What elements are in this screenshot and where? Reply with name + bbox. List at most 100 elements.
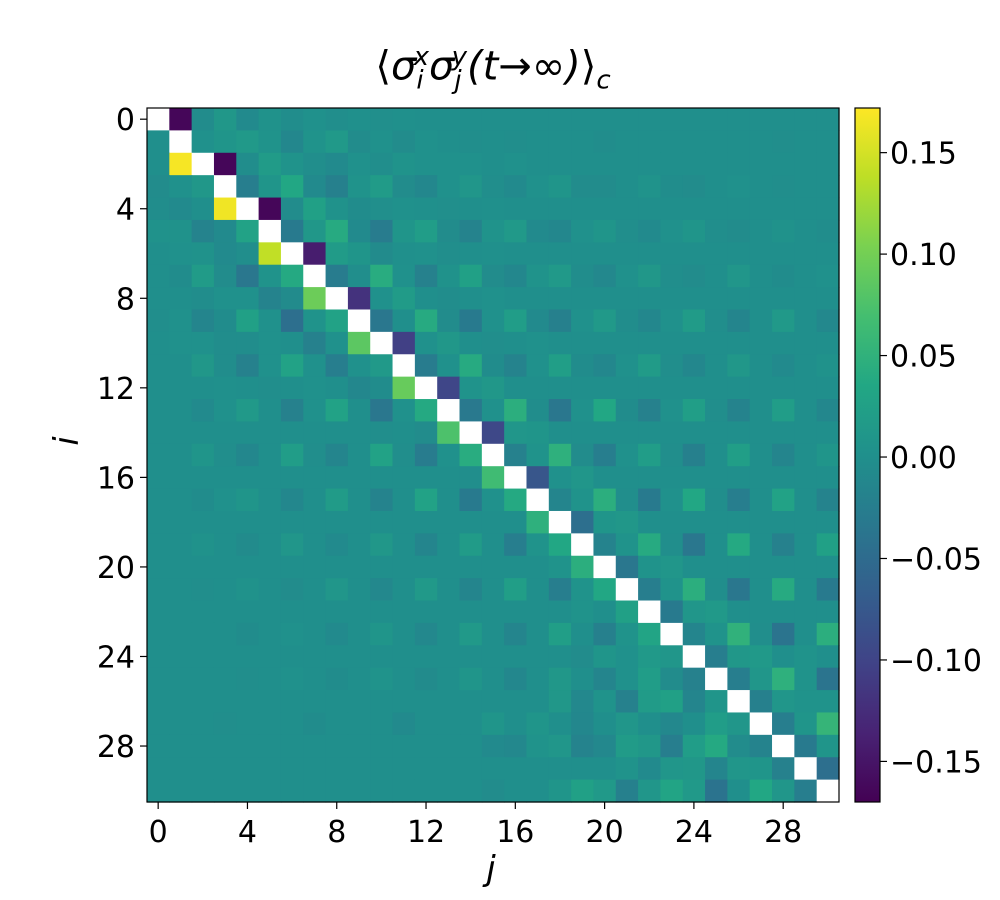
- heatmap-cell: [481, 510, 505, 534]
- heatmap-cell: [705, 331, 728, 355]
- heatmap-cell: [526, 533, 550, 557]
- heatmap-cell: [213, 130, 237, 154]
- heatmap-cell: [794, 690, 818, 714]
- heatmap-cell: [437, 734, 461, 758]
- heatmap-cell: [548, 645, 572, 669]
- heatmap-cell: [213, 219, 237, 243]
- heatmap-cell: [794, 622, 818, 646]
- heatmap-cell: [749, 399, 773, 423]
- heatmap-cell: [660, 645, 684, 669]
- heatmap-cell: [727, 734, 751, 758]
- heatmap-cell: [213, 309, 237, 333]
- heatmap-cell: [414, 466, 438, 490]
- heatmap-cell: [392, 242, 416, 266]
- heatmap-cell: [280, 421, 304, 445]
- heatmap-cell: [347, 264, 371, 288]
- heatmap-cell: [526, 242, 550, 266]
- heatmap-cell: [280, 533, 304, 557]
- heatmap-cell: [660, 287, 684, 311]
- heatmap-cell: [437, 667, 461, 691]
- heatmap-cell: [370, 309, 394, 333]
- heatmap-cell: [571, 443, 595, 467]
- heatmap-cell: [615, 130, 639, 154]
- heatmap-cell: [660, 175, 684, 199]
- heatmap-cell: [258, 510, 282, 534]
- heatmap-cell: [571, 779, 595, 803]
- heatmap-cell: [772, 600, 795, 624]
- heatmap-cell: [638, 287, 662, 311]
- heatmap-cell: [749, 287, 773, 311]
- heatmap-cell: [638, 130, 662, 154]
- heatmap-cell: [392, 645, 416, 669]
- heatmap-cell: [370, 645, 394, 669]
- heatmap-cell: [481, 734, 505, 758]
- heatmap-cell: [660, 108, 684, 131]
- heatmap-cell: [794, 443, 818, 467]
- heatmap-cell: [548, 510, 572, 534]
- heatmap-cell: [526, 219, 550, 243]
- heatmap-cell: [236, 354, 260, 378]
- heatmap-cell: [772, 130, 795, 154]
- heatmap-cell: [236, 219, 260, 243]
- heatmap-cell: [660, 152, 684, 176]
- heatmap-cell: [705, 712, 728, 736]
- heatmap-cell: [459, 488, 483, 512]
- y-tick-label: 20: [97, 551, 135, 586]
- heatmap-cell: [169, 309, 193, 333]
- heatmap-cell: [370, 533, 394, 557]
- heatmap-cell: [772, 712, 795, 736]
- heatmap-cell: [504, 152, 528, 176]
- heatmap-cell: [303, 197, 327, 221]
- heatmap-cell: [169, 667, 193, 691]
- heatmap-cell: [347, 152, 371, 176]
- heatmap-cell: [615, 287, 639, 311]
- heatmap-cell: [191, 264, 215, 288]
- heatmap-cell: [213, 622, 237, 646]
- heatmap-cell: [548, 443, 572, 467]
- heatmap-cell: [660, 466, 684, 490]
- heatmap-cell: [481, 533, 505, 557]
- heatmap-cell: [615, 376, 639, 400]
- heatmap-cell: [504, 421, 528, 445]
- heatmap-cell: [526, 354, 550, 378]
- heatmap-cell: [459, 287, 483, 311]
- heatmap-cell: [236, 197, 260, 221]
- heatmap-cell: [414, 779, 438, 803]
- heatmap-cell: [303, 645, 327, 669]
- heatmap-cell: [816, 242, 840, 266]
- heatmap-cell: [325, 152, 349, 176]
- heatmap-cell: [459, 712, 483, 736]
- heatmap-cell: [593, 331, 617, 355]
- heatmap-cell: [749, 600, 773, 624]
- heatmap-cell: [147, 555, 170, 579]
- heatmap-cell: [370, 219, 394, 243]
- heatmap-cell: [727, 108, 751, 131]
- heatmap-cell: [437, 779, 461, 803]
- heatmap-cell: [749, 264, 773, 288]
- heatmap-cell: [794, 734, 818, 758]
- heatmap-cell: [593, 108, 617, 131]
- heatmap-cell: [213, 779, 237, 803]
- heatmap-cell: [727, 287, 751, 311]
- heatmap-cell: [615, 510, 639, 534]
- heatmap-cell: [593, 690, 617, 714]
- heatmap-cell: [772, 734, 795, 758]
- heatmap-cell: [169, 130, 193, 154]
- heatmap-cell: [169, 376, 193, 400]
- y-tick-label: 24: [97, 640, 135, 675]
- heatmap-cell: [526, 264, 550, 288]
- heatmap-cell: [593, 421, 617, 445]
- heatmap-cell: [749, 331, 773, 355]
- heatmap-cell: [213, 152, 237, 176]
- heatmap-cell: [325, 242, 349, 266]
- heatmap-cell: [481, 667, 505, 691]
- heatmap-cell: [816, 197, 840, 221]
- heatmap-cell: [571, 667, 595, 691]
- heatmap-cell: [236, 757, 260, 781]
- heatmap-cell: [147, 488, 170, 512]
- heatmap-cell: [705, 667, 728, 691]
- heatmap-cell: [191, 779, 215, 803]
- heatmap-cell: [392, 197, 416, 221]
- heatmap-cell: [571, 645, 595, 669]
- heatmap-cell: [258, 578, 282, 602]
